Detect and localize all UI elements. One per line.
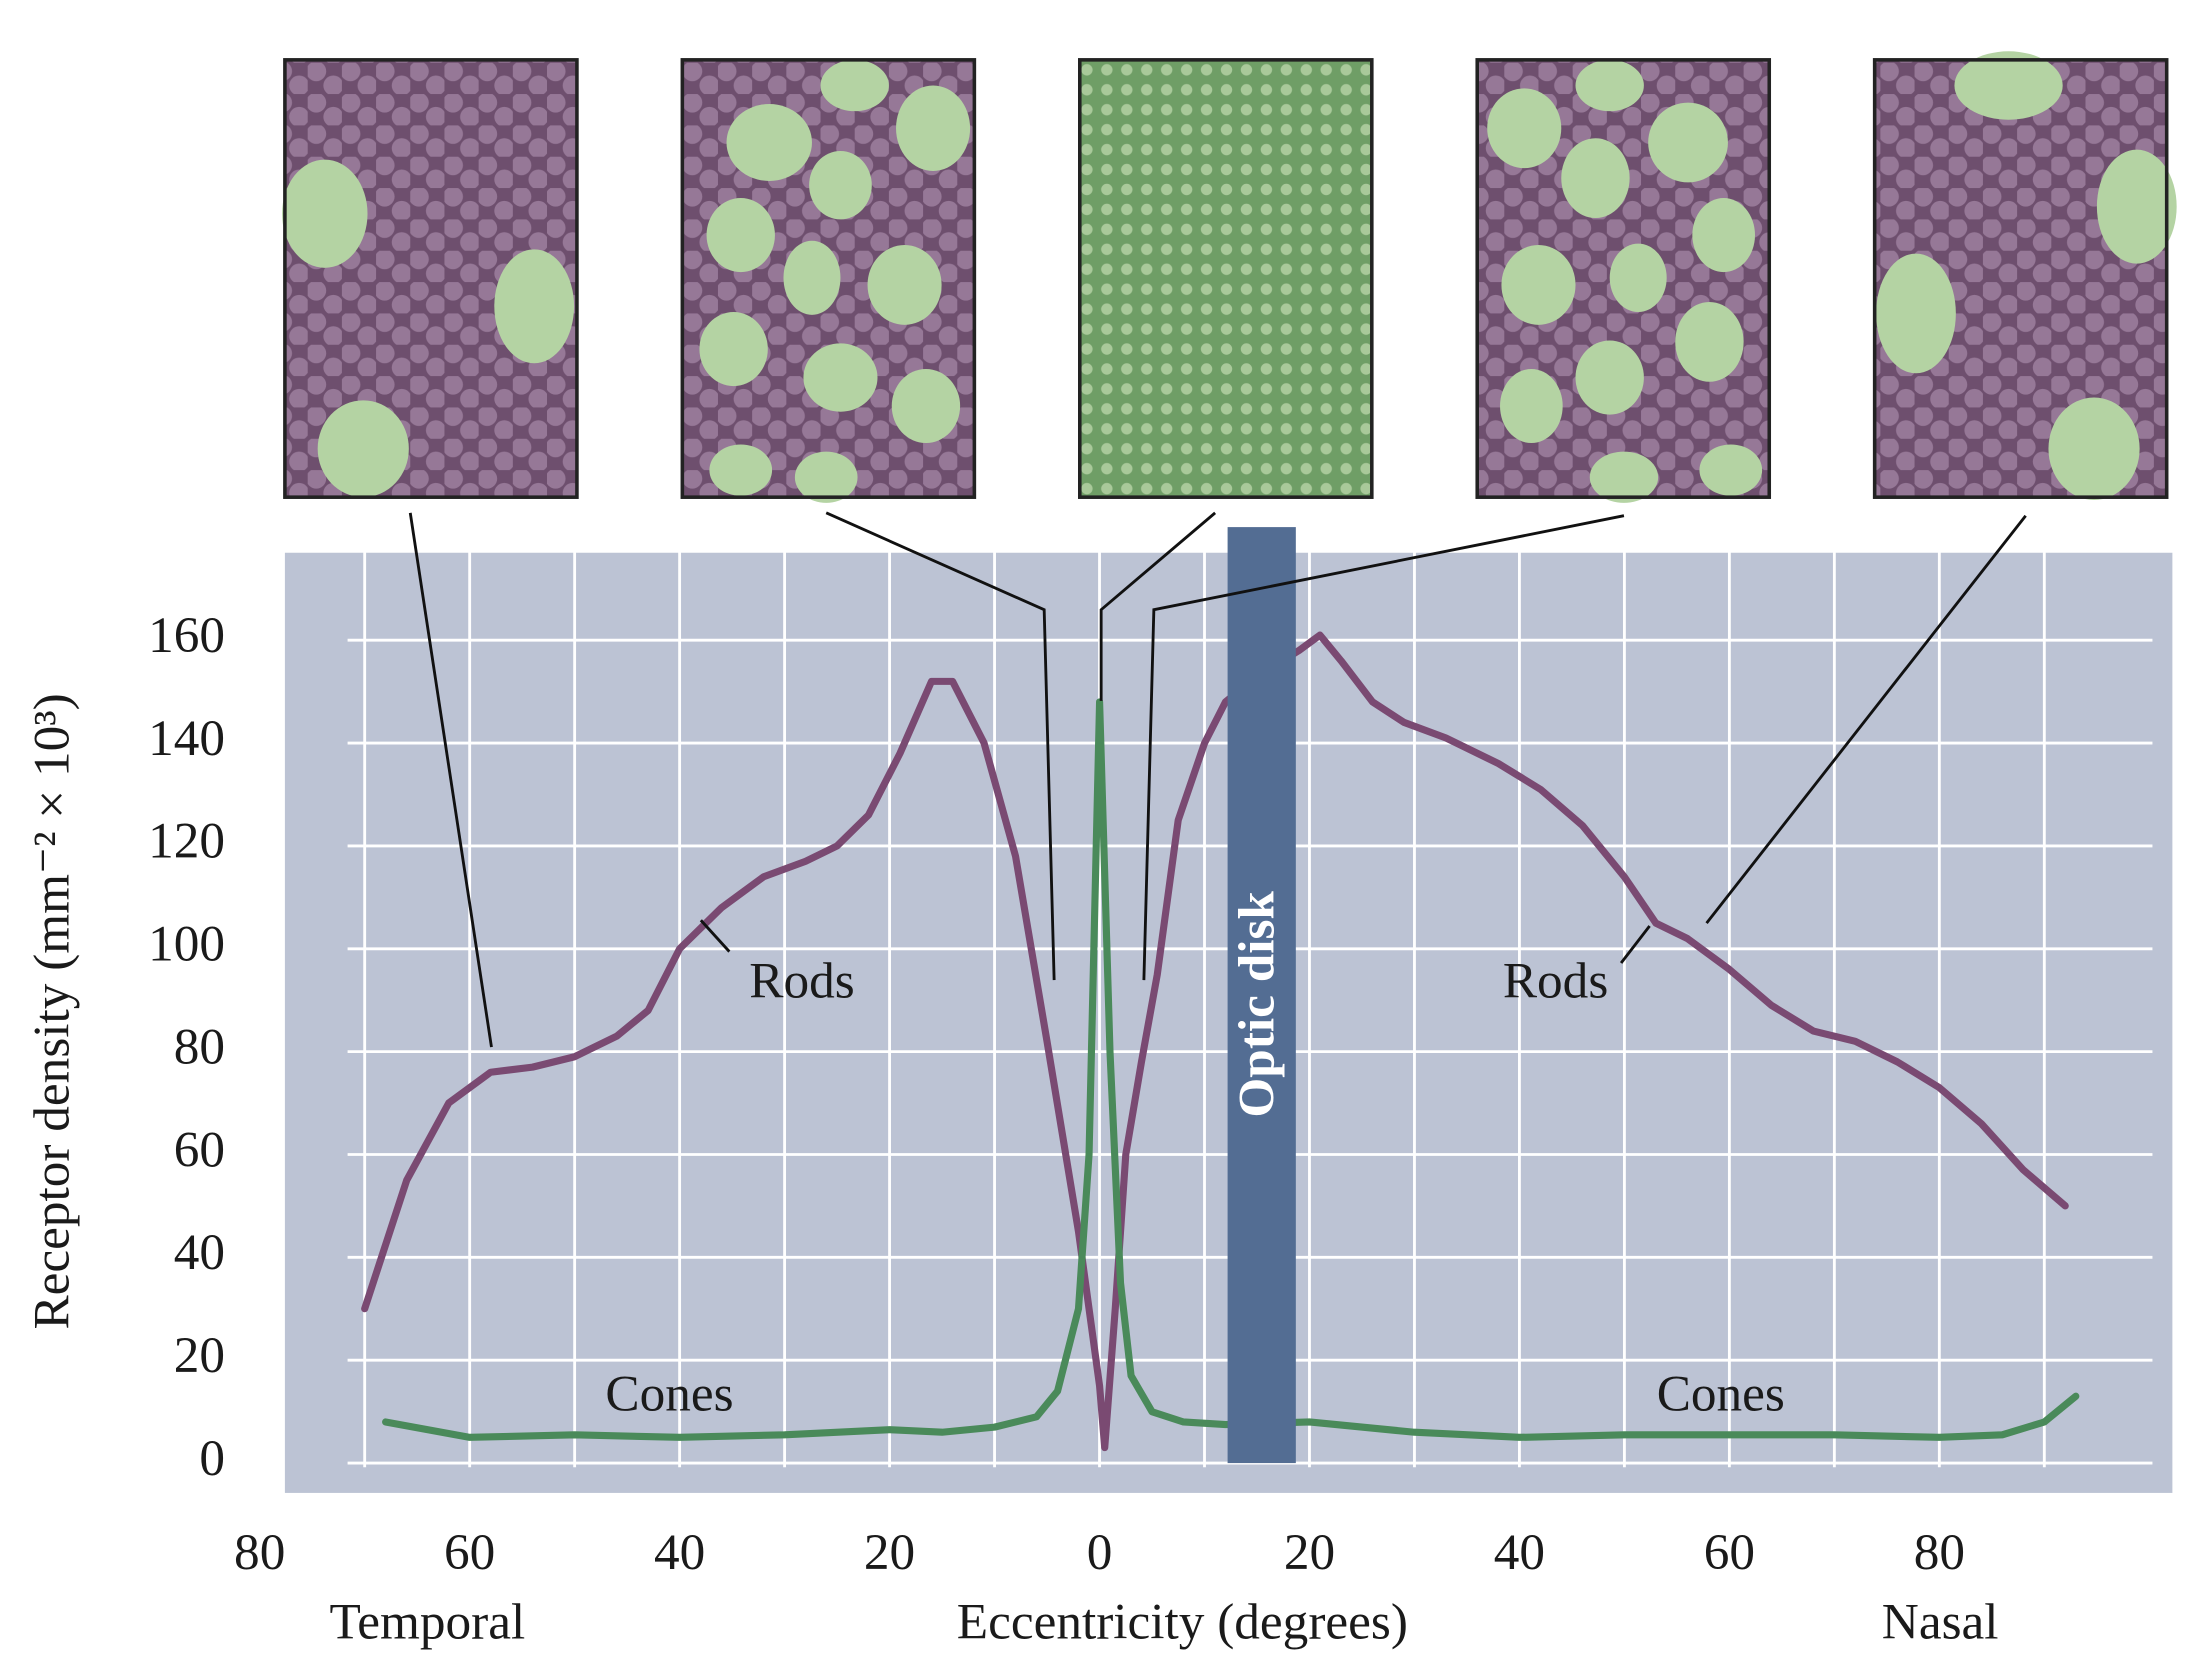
label-leader (699, 919, 731, 953)
inset-frame (1872, 58, 2169, 499)
series-label: Cones (1657, 1366, 1785, 1423)
inset-frame (283, 58, 579, 499)
x-tick-label: 80 (234, 1524, 285, 1581)
x-tick-label: 40 (654, 1524, 705, 1581)
x-tick-label: 20 (1284, 1524, 1335, 1581)
x-tick-label: 60 (1704, 1524, 1755, 1581)
y-axis-label: Receptor density (mm⁻² × 10³) (24, 693, 81, 1329)
leader-lines (408, 511, 2027, 1048)
series-label: Cones (605, 1366, 733, 1423)
series-line (361, 631, 2069, 1452)
label-leader (1619, 925, 1651, 964)
leader-line (825, 511, 1056, 981)
series-label: Rods (749, 953, 854, 1010)
y-tick-label: 160 (148, 607, 225, 664)
cone-blobs (1876, 51, 2177, 501)
insets (282, 51, 2177, 503)
optic-disk (1227, 527, 1296, 1464)
inset-fovea (1079, 59, 1372, 498)
x-tick-label: 60 (444, 1524, 495, 1581)
x-tick-label: 80 (1914, 1524, 1965, 1581)
y-tick-label: 40 (174, 1224, 225, 1281)
inset-frame (680, 58, 977, 499)
leader-line (1705, 514, 2027, 924)
leader-line (408, 512, 493, 1048)
leader-line (1099, 511, 1217, 701)
leader-line (1142, 514, 1625, 981)
x-tick-label: 20 (864, 1524, 915, 1581)
side-label: Temporal (330, 1594, 526, 1651)
x-tick-label: 40 (1494, 1524, 1545, 1581)
lines (361, 631, 2080, 1452)
y-tick-label: 80 (174, 1018, 225, 1075)
cone-blobs (1487, 59, 1763, 503)
optic-disk-label: Optic disk (1228, 891, 1285, 1118)
x-axis-label: Eccentricity (degrees) (957, 1594, 1408, 1651)
cone-blobs (699, 59, 971, 503)
series-line (382, 698, 2080, 1441)
inset-frame (1475, 58, 1772, 499)
y-tick-label: 60 (174, 1121, 225, 1178)
x-tick-label: 0 (1087, 1524, 1113, 1581)
y-tick-label: 140 (148, 710, 225, 767)
y-tick-label: 120 (148, 813, 225, 870)
y-tick-label: 100 (148, 916, 225, 973)
side-label: Nasal (1882, 1594, 1999, 1651)
cone-blobs (282, 159, 575, 498)
y-tick-label: 20 (174, 1327, 225, 1384)
series-label: Rods (1503, 953, 1608, 1010)
overlay: Optic disk (1227, 527, 1296, 1464)
y-tick-label: 0 (199, 1430, 225, 1487)
inset-frame (1078, 58, 1374, 499)
